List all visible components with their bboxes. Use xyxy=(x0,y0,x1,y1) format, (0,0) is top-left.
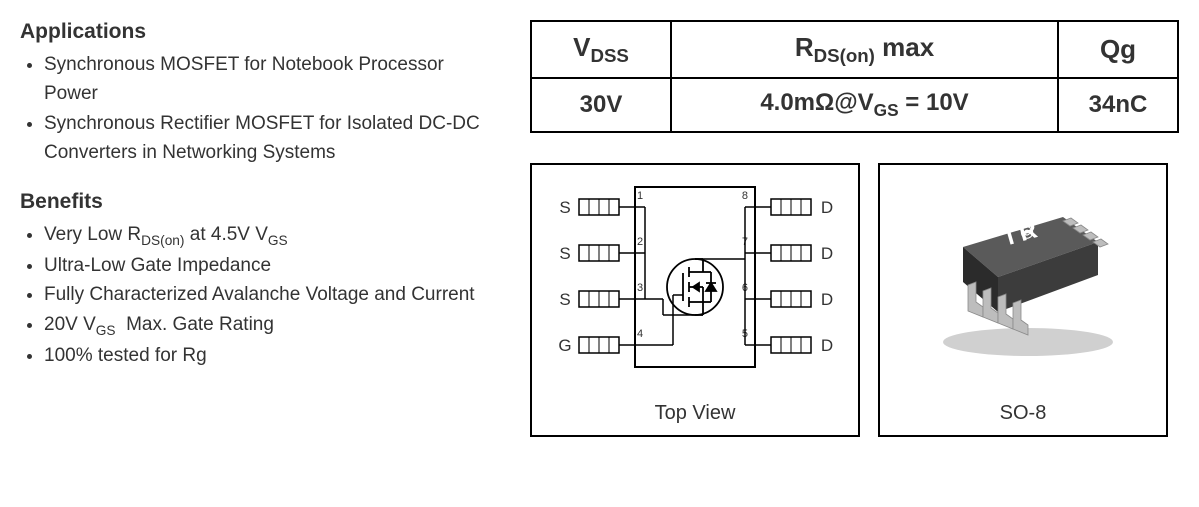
table-cell: 34nC xyxy=(1058,78,1178,132)
svg-text:D: D xyxy=(821,198,833,217)
svg-text:G: G xyxy=(558,336,571,355)
col-header: VDSS xyxy=(531,21,671,78)
table-row: 30V 4.0mΩ@VGS = 10V 34nC xyxy=(531,78,1178,132)
internal-wiring xyxy=(635,207,755,345)
mosfet-symbol xyxy=(667,259,723,315)
svg-text:S: S xyxy=(559,244,570,263)
table-cell: 30V xyxy=(531,78,671,132)
table-header-row: VDSS RDS(on) max Qg xyxy=(531,21,1178,78)
list-item: 100% tested for Rg xyxy=(44,341,500,370)
package-caption: SO-8 xyxy=(1000,402,1047,425)
col-header: RDS(on) max xyxy=(671,21,1058,78)
list-item: Synchronous Rectifier MOSFET for Isolate… xyxy=(44,109,500,168)
svg-text:S: S xyxy=(559,290,570,309)
svg-text:2: 2 xyxy=(637,236,643,248)
list-item: 20V VGS Max. Gate Rating xyxy=(44,310,500,341)
svg-text:D: D xyxy=(821,244,833,263)
page-layout: Applications Synchronous MOSFET for Note… xyxy=(20,20,1179,437)
pin-left-4: G 4 xyxy=(558,328,643,355)
right-column: VDSS RDS(on) max Qg 30V 4.0mΩ@VGS = 10V … xyxy=(530,20,1179,437)
left-column: Applications Synchronous MOSFET for Note… xyxy=(20,20,500,437)
diagram-cards: S 1 S 2 xyxy=(530,163,1179,437)
package-card: I R ⦾ SO-8 xyxy=(878,163,1168,437)
ic-body-outline xyxy=(635,187,755,367)
svg-text:8: 8 xyxy=(742,190,748,202)
pinout-diagram: S 1 S 2 xyxy=(545,177,845,382)
list-item: Synchronous MOSFET for Notebook Processo… xyxy=(44,50,500,109)
list-item: Ultra-Low Gate Impedance xyxy=(44,251,500,280)
pin-left-2: S 2 xyxy=(559,236,643,263)
package-illustration: I R ⦾ xyxy=(913,177,1133,367)
svg-text:3: 3 xyxy=(637,282,643,294)
applications-heading: Applications xyxy=(20,20,500,44)
svg-text:D: D xyxy=(821,336,833,355)
list-item: Very Low RDS(on) at 4.5V VGS xyxy=(44,220,500,251)
list-item: Fully Characterized Avalanche Voltage an… xyxy=(44,280,500,309)
table-cell: 4.0mΩ@VGS = 10V xyxy=(671,78,1058,132)
benefits-list: Very Low RDS(on) at 4.5V VGS Ultra-Low G… xyxy=(20,220,500,370)
col-header: Qg xyxy=(1058,21,1178,78)
pin-left-1: S 1 xyxy=(559,190,643,217)
applications-list: Synchronous MOSFET for Notebook Processo… xyxy=(20,50,500,168)
pin-left-3: S 3 xyxy=(559,282,643,309)
pinout-caption: Top View xyxy=(655,402,736,425)
benefits-heading: Benefits xyxy=(20,190,500,214)
left-pins-group: S 1 S 2 xyxy=(558,190,643,355)
svg-text:S: S xyxy=(559,198,570,217)
svg-text:D: D xyxy=(821,290,833,309)
svg-text:4: 4 xyxy=(637,328,643,340)
spec-table: VDSS RDS(on) max Qg 30V 4.0mΩ@VGS = 10V … xyxy=(530,20,1179,133)
pinout-card: S 1 S 2 xyxy=(530,163,860,437)
svg-text:1: 1 xyxy=(637,190,643,202)
